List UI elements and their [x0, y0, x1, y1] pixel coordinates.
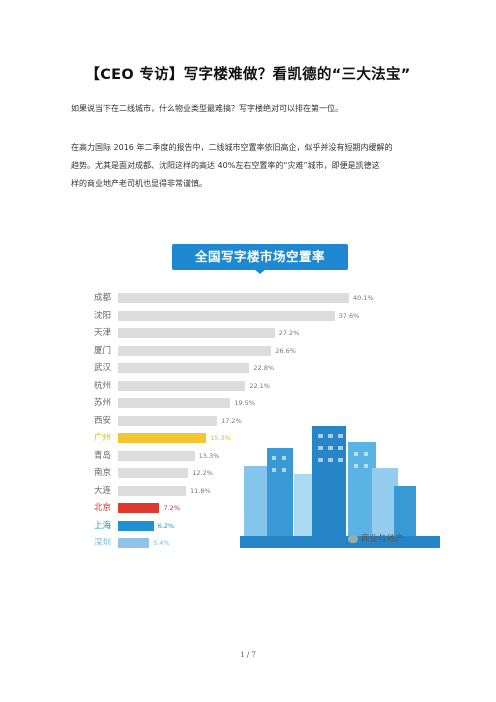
category-label: 大连 — [94, 485, 112, 496]
bar — [118, 503, 160, 513]
bar — [118, 468, 189, 478]
category-label: 深圳 — [94, 538, 112, 548]
chart-row: 天津 27.2% — [72, 326, 442, 340]
bar — [118, 485, 186, 496]
value-label: 13.3% — [198, 451, 220, 460]
bar — [118, 293, 350, 303]
bar — [118, 433, 207, 443]
chart-row: 上海 6.2% — [72, 519, 442, 533]
value-label: 27.2% — [278, 329, 300, 337]
value-label: 6.2% — [157, 521, 175, 530]
chart-row: 厦门 26.6% — [72, 344, 442, 358]
watermark-text: 商业与地产 — [361, 534, 404, 544]
report-line-2: 趋势。尤其是面对成都、沈阳这样的高达 40%左右空置率的“灾难”城市，即便是凯德… — [71, 161, 380, 170]
report-line-1: 在高力国际 2016 年二季度的报告中，二线城市空置率依旧高企，似乎并没有短期内… — [71, 143, 393, 152]
category-label: 南京 — [94, 468, 112, 478]
chart-row: 西安 17.2% — [72, 414, 442, 428]
intro-text: 如果说当下在二线城市，什么物业类型最难搞？写字楼绝对可以排在第一位。 — [71, 104, 343, 113]
bar — [118, 398, 231, 408]
value-label: 5.4% — [153, 539, 170, 547]
chart-row: 广州 15.3% — [72, 431, 442, 445]
value-label: 22.1% — [249, 381, 270, 390]
banner-pointer — [254, 269, 266, 274]
value-label: 26.6% — [275, 346, 296, 355]
value-label: 22.8% — [253, 364, 275, 372]
chart-title-banner: 全国写字楼市场空置率 — [172, 244, 348, 274]
city-skyline-illustration — [240, 426, 440, 548]
value-label: 37.6% — [338, 311, 360, 320]
watermark: 商业与地产 — [348, 532, 404, 544]
category-label: 厦门 — [94, 345, 112, 356]
chart-row: 大连 11.8% — [72, 484, 442, 498]
report-paragraph: 在高力国际 2016 年二季度的报告中，二线城市空置率依旧高企，似乎并没有短期内… — [71, 139, 441, 193]
chart-row: 沈阳 37.6% — [72, 309, 442, 323]
report-line-3: 样的商业地产老司机也显得非常谨慎。 — [71, 179, 207, 188]
bar — [118, 345, 272, 356]
bar — [118, 415, 218, 426]
bar — [118, 380, 246, 391]
bar — [118, 328, 275, 338]
chart-row: 青岛 13.3% — [72, 449, 442, 463]
bar — [118, 538, 150, 548]
category-label: 北京 — [94, 503, 112, 513]
bar — [118, 450, 195, 461]
chart-row: 成都 40.1% — [72, 291, 442, 305]
category-label: 成都 — [94, 293, 112, 303]
value-label: 17.2% — [221, 416, 242, 425]
category-label: 广州 — [94, 433, 112, 443]
category-label: 青岛 — [94, 450, 112, 461]
bar — [118, 310, 335, 321]
value-label: 40.1% — [353, 294, 374, 302]
value-label: 12.2% — [192, 469, 213, 477]
category-label: 西安 — [94, 415, 112, 426]
chart-row: 南京 12.2% — [72, 466, 442, 480]
category-label: 上海 — [94, 520, 112, 531]
value-label: 19.5% — [234, 399, 255, 407]
intro-paragraph: 如果说当下在二线城市，什么物业类型最难搞？写字楼绝对可以排在第一位。 — [71, 100, 441, 118]
value-label: 11.8% — [189, 486, 211, 495]
article-title: 【CEO 专访】写字楼难做？看凯德的“三大法宝” — [85, 67, 411, 83]
category-label: 沈阳 — [94, 310, 112, 321]
chart-row: 武汉 22.8% — [72, 361, 442, 375]
bar — [118, 363, 250, 373]
wechat-icon — [348, 534, 358, 543]
bar — [118, 520, 154, 531]
category-label: 天津 — [94, 328, 112, 338]
chart-row: 杭州 22.1% — [72, 379, 442, 393]
category-label: 杭州 — [94, 380, 112, 391]
page-number: 1 / 7 — [240, 651, 256, 659]
chart-row: 深圳 5.4% — [72, 536, 442, 550]
category-label: 苏州 — [94, 398, 112, 408]
category-label: 武汉 — [94, 363, 112, 373]
value-label: 7.2% — [163, 504, 180, 512]
value-label: 15.3% — [210, 434, 231, 442]
chart-row: 苏州 19.5% — [72, 396, 442, 410]
chart-row: 北京 7.2% — [72, 501, 442, 515]
vacancy-rate-figure: 全国写字楼市场空置率 成都 40.1% 沈阳 37.6% 天津 27.2% 厦门 26.6% 武… — [72, 236, 442, 554]
chart-title: 全国写字楼市场空置率 — [172, 244, 348, 270]
